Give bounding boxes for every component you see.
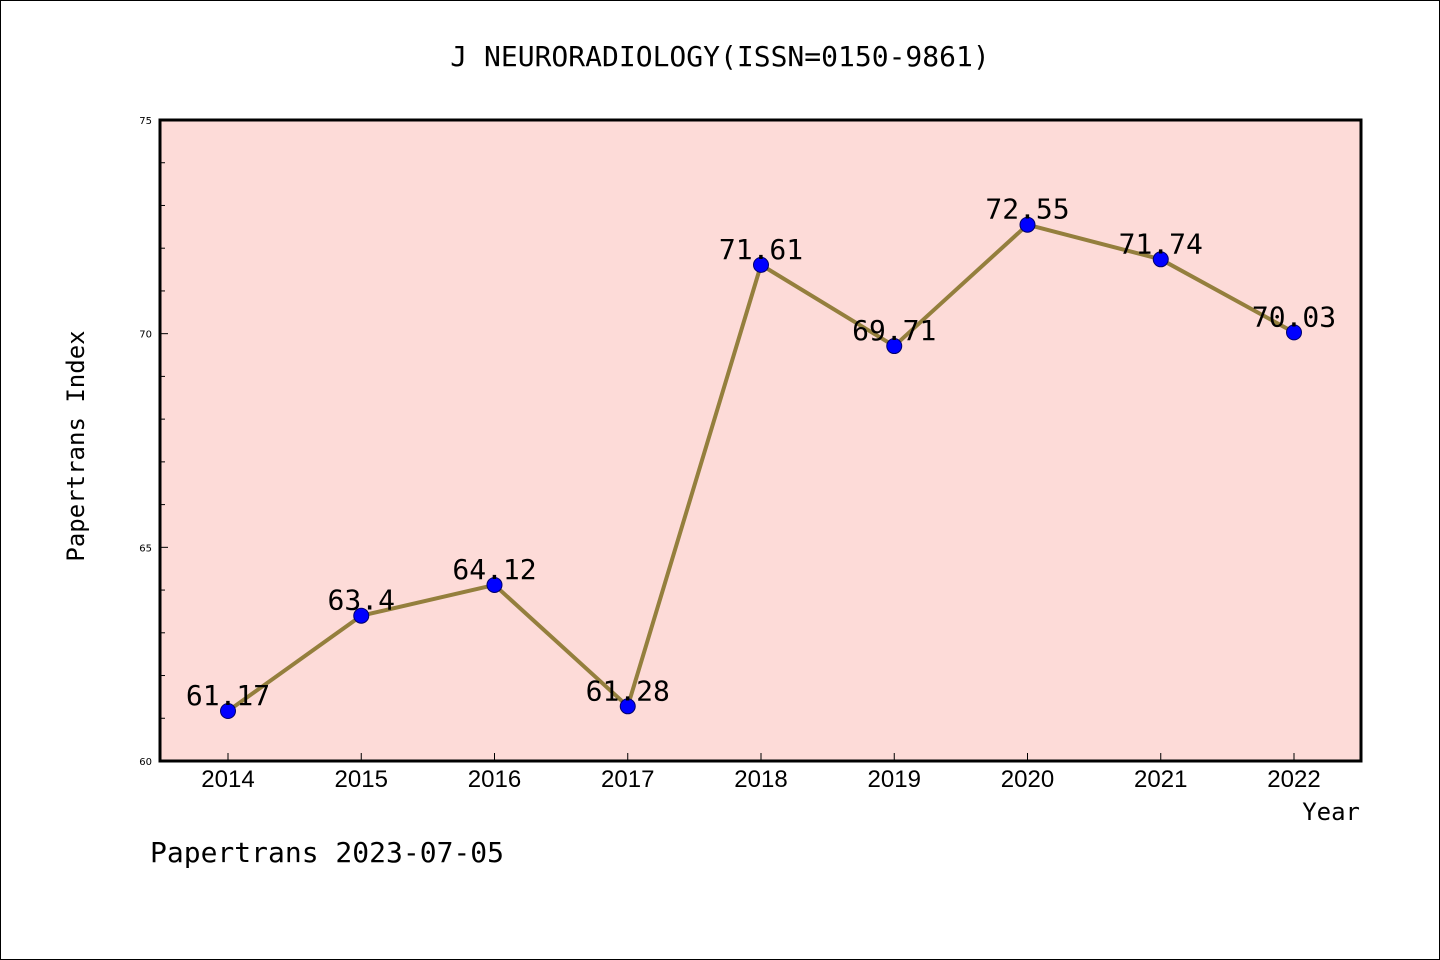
data-markers <box>220 216 1302 720</box>
chart-title: J NEURORADIOLOGY(ISSN=0150-9861) <box>450 40 989 73</box>
x-tick-label: 2018 <box>734 766 787 793</box>
data-label: 63.4 <box>328 584 395 617</box>
x-tick-label: 2016 <box>468 766 521 793</box>
data-labels: 61.17 63.4 64.12 61.28 71.61 69.71 72.55 71.74 7… <box>186 193 1336 712</box>
data-point <box>486 576 503 593</box>
data-point <box>220 703 236 720</box>
data-point <box>1019 216 1036 233</box>
data-label: 64.12 <box>452 553 536 586</box>
data-point <box>753 256 769 273</box>
data-point <box>1152 251 1169 268</box>
data-label: 70.03 <box>1252 300 1336 333</box>
x-tick-label: 2021 <box>1134 766 1187 793</box>
data-point <box>1286 324 1302 341</box>
data-label: 71.61 <box>719 233 803 266</box>
y-tick-label: 60 <box>139 757 152 768</box>
data-label: 61.17 <box>186 679 270 712</box>
x-axis: 2014 2015 2016 2017 2018 2019 2020 2021 2022 <box>201 753 1321 793</box>
x-tick-label: 2022 <box>1267 766 1320 793</box>
y-axis-label: Papertrans Index <box>62 330 90 561</box>
y-tick-label: 70 <box>139 330 152 341</box>
plot-area <box>158 118 1363 763</box>
x-tick-label: 2014 <box>201 766 254 793</box>
footer-stamp: Papertrans 2023-07-05 <box>150 836 505 869</box>
y-tick-label: 65 <box>139 543 152 554</box>
data-label: 72.55 <box>985 193 1069 226</box>
data-label: 69.71 <box>852 314 936 347</box>
x-tick-label: 2019 <box>868 766 921 793</box>
y-axis: 60 65 70 75 <box>139 116 168 768</box>
x-tick-label: 2015 <box>335 766 388 793</box>
data-label: 71.74 <box>1119 227 1203 260</box>
data-label: 61.28 <box>586 674 670 707</box>
x-tick-label: 2017 <box>601 766 654 793</box>
data-point <box>353 607 370 624</box>
data-point <box>619 698 636 715</box>
data-point <box>886 338 903 355</box>
x-tick-label: 2020 <box>1001 766 1054 793</box>
x-axis-label: Year <box>1302 798 1360 826</box>
y-tick-label: 75 <box>139 116 152 127</box>
